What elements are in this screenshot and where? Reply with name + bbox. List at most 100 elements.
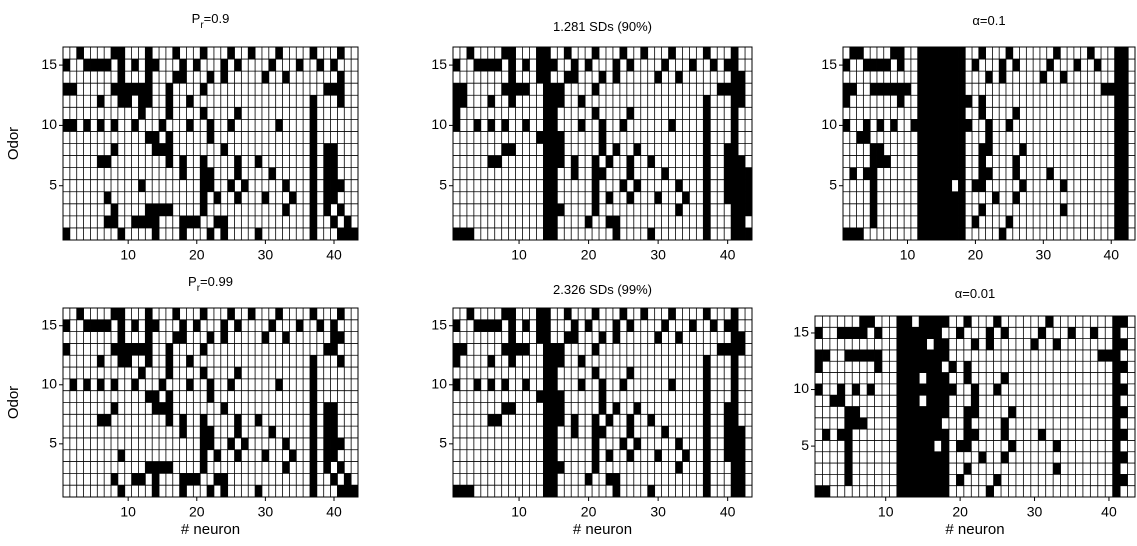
cell xyxy=(911,383,920,396)
cell xyxy=(227,308,235,320)
cell xyxy=(543,131,551,144)
cell xyxy=(152,461,160,474)
cell xyxy=(986,485,994,497)
cell xyxy=(97,59,105,72)
cell xyxy=(104,59,112,72)
cell xyxy=(626,367,634,379)
cell xyxy=(323,167,331,180)
cell xyxy=(1005,119,1013,132)
cell xyxy=(1039,71,1047,84)
cell xyxy=(1012,167,1020,180)
cell xyxy=(934,383,942,396)
cell xyxy=(731,59,739,72)
cell xyxy=(951,107,959,120)
cell xyxy=(731,461,739,474)
cell xyxy=(487,59,495,72)
cell xyxy=(248,47,256,60)
cell xyxy=(564,331,572,344)
cell xyxy=(543,155,551,168)
cell xyxy=(738,437,746,450)
cell xyxy=(931,143,939,156)
cell xyxy=(453,83,460,96)
cell xyxy=(897,59,905,72)
cell xyxy=(1114,155,1122,168)
cell xyxy=(956,440,964,452)
cell xyxy=(550,473,558,486)
cell xyxy=(83,378,91,391)
cell xyxy=(731,319,739,332)
cell xyxy=(1114,179,1122,192)
cell xyxy=(550,131,558,144)
cell xyxy=(904,463,912,475)
cell xyxy=(165,390,173,403)
y-tick-label: 5 xyxy=(49,435,57,451)
cell xyxy=(844,417,853,430)
cell xyxy=(543,83,551,96)
cell xyxy=(919,316,927,328)
cell xyxy=(550,414,558,427)
cell xyxy=(1012,155,1020,168)
title-part: 2.326 SDs (99%) xyxy=(553,282,652,297)
cell xyxy=(640,308,648,320)
cell xyxy=(951,227,959,240)
cell xyxy=(330,179,338,192)
cell xyxy=(131,83,139,96)
cell xyxy=(917,227,925,240)
cell xyxy=(738,71,746,84)
cell xyxy=(870,215,877,228)
cell xyxy=(917,203,925,216)
cell xyxy=(926,383,935,396)
cell xyxy=(1045,316,1054,328)
cell xyxy=(944,83,952,96)
cell xyxy=(626,426,634,438)
cell xyxy=(234,167,242,180)
cell xyxy=(193,59,201,72)
cell xyxy=(703,461,711,474)
cell xyxy=(1114,227,1122,240)
cell xyxy=(661,167,669,180)
cell xyxy=(919,485,927,497)
cell xyxy=(731,355,739,368)
y-tick-label: 10 xyxy=(431,116,447,132)
cell xyxy=(337,355,345,368)
cell xyxy=(605,155,613,168)
cell xyxy=(543,167,551,180)
cell xyxy=(849,167,857,180)
cell xyxy=(309,119,317,132)
cell xyxy=(703,367,711,379)
cell xyxy=(1114,59,1122,72)
cell xyxy=(179,59,187,72)
cell xyxy=(550,119,558,132)
cell xyxy=(145,319,153,332)
cell xyxy=(337,203,345,216)
cell xyxy=(675,179,683,192)
cell xyxy=(689,319,697,332)
cell xyxy=(213,191,221,204)
cell xyxy=(1114,191,1122,204)
cell xyxy=(309,47,317,60)
x-tick-label: 30 xyxy=(650,247,666,263)
cell xyxy=(501,378,509,391)
cell xyxy=(731,343,739,356)
cell xyxy=(986,327,994,339)
cell xyxy=(985,167,993,180)
cell xyxy=(919,451,927,464)
cell xyxy=(1112,338,1121,350)
cell xyxy=(159,461,166,474)
cell xyxy=(63,119,70,132)
cell xyxy=(904,406,912,418)
cell xyxy=(724,83,732,96)
cell xyxy=(159,378,166,391)
cell xyxy=(599,378,606,391)
cell xyxy=(1112,451,1121,464)
cell xyxy=(703,355,711,368)
cell xyxy=(931,167,939,180)
cell xyxy=(599,119,606,132)
cell xyxy=(951,215,959,228)
cell xyxy=(138,473,146,486)
cell xyxy=(571,155,579,168)
cell xyxy=(731,167,739,180)
cell xyxy=(1001,372,1009,384)
cell xyxy=(668,308,676,320)
cell xyxy=(703,203,711,216)
